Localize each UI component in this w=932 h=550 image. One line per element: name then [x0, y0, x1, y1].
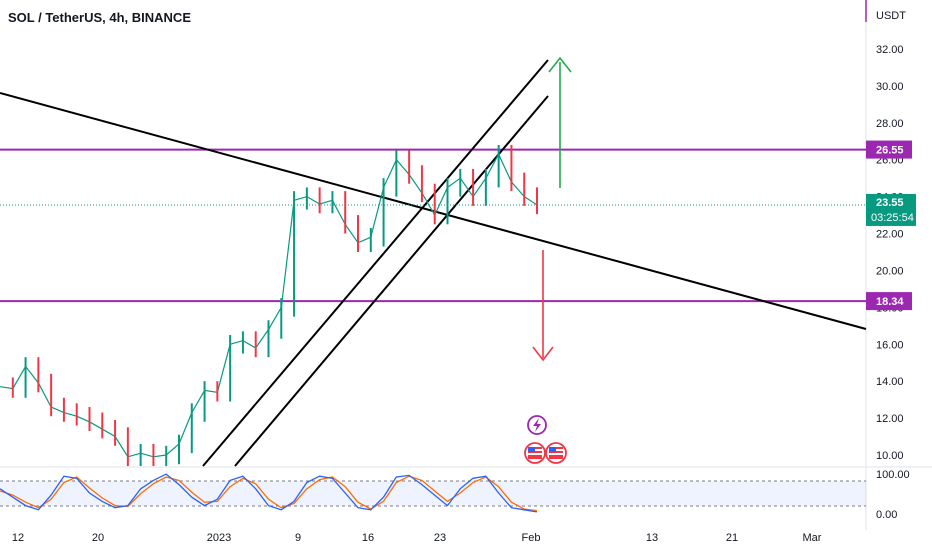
price-series[interactable] — [0, 152, 538, 458]
candle-countdown: 03:25:54 — [871, 212, 914, 224]
price-tick-label: 20.00 — [876, 265, 904, 277]
us-flag-icon[interactable] — [524, 442, 546, 464]
time-tick-label: 20 — [92, 532, 104, 544]
chart-title: SOL / TetherUS, 4h, BINANCE — [8, 10, 191, 25]
level-price-label: 18.34 — [876, 296, 904, 308]
level-price-tag — [866, 292, 912, 311]
time-tick-label: 13 — [646, 532, 658, 544]
stoch-k-line — [0, 473, 538, 513]
time-tick-label: 9 — [295, 532, 301, 544]
time-tick-label: 16 — [362, 532, 374, 544]
level-price-tag — [866, 140, 912, 159]
price-tick-label: 22.00 — [876, 229, 904, 241]
price-tick-label: 12.00 — [876, 413, 904, 425]
lightning-icon[interactable] — [527, 415, 547, 435]
time-tick-label: 2023 — [207, 532, 231, 544]
time-tick-label: 21 — [726, 532, 738, 544]
stoch-tick-100: 100.00 — [876, 469, 910, 481]
horizontal-levels: 26.55 18.34 — [0, 140, 912, 311]
down-arrow[interactable] — [532, 250, 554, 362]
up-arrow[interactable] — [548, 56, 572, 188]
time-tick-label: Mar — [803, 532, 822, 544]
time-tick-label: 23 — [434, 532, 446, 544]
price-tick-label: 30.00 — [876, 81, 904, 93]
current-price-tag: 23.55 03:25:54 — [866, 193, 916, 226]
stoch-tick-0: 0.00 — [876, 509, 897, 521]
price-tick-label: 10.00 — [876, 450, 904, 462]
current-price-value: 23.55 — [876, 197, 904, 209]
time-axis-ticks: 12 20 2023 9 16 23 Feb 13 21 Mar — [12, 532, 822, 544]
price-tick-label: 32.00 — [876, 44, 904, 56]
candles — [11, 144, 538, 467]
channel-upper-line[interactable] — [202, 59, 549, 467]
time-tick-label: Feb — [522, 532, 541, 544]
stoch-d-line — [0, 475, 537, 512]
us-flag-icon[interactable] — [545, 442, 567, 464]
time-tick-label: 12 — [12, 532, 24, 544]
price-tick-label: 16.00 — [876, 339, 904, 351]
price-tick-label: 14.00 — [876, 376, 904, 388]
channel-lower-line[interactable] — [234, 95, 549, 467]
level-price-label: 26.55 — [876, 145, 904, 157]
price-tick-label: 28.00 — [876, 118, 904, 130]
price-axis-ticks: 32.0030.0028.0026.0024.0022.0020.0018.00… — [876, 44, 904, 462]
unit-label: USDT — [876, 10, 906, 22]
